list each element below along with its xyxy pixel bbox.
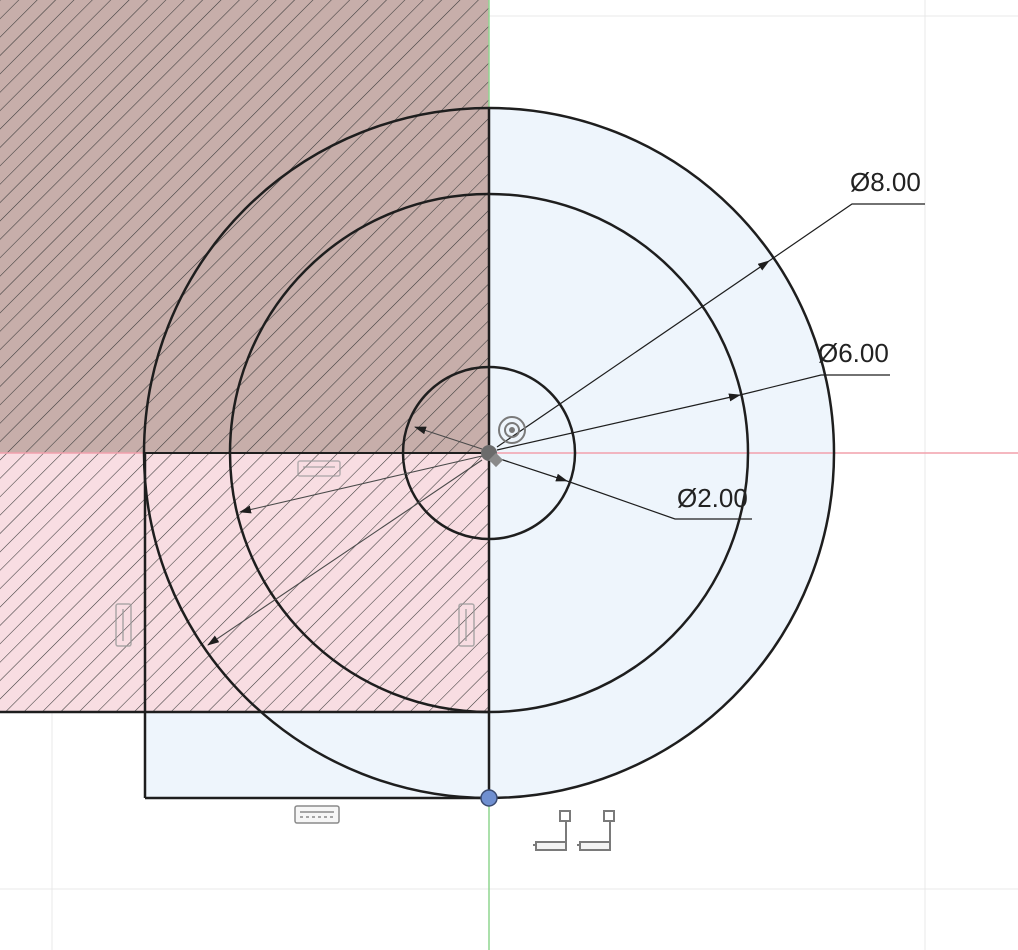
dim-8-leader-mirror xyxy=(207,459,483,646)
dim-6-leader-mirror xyxy=(239,455,483,514)
dim-8-shoulder xyxy=(768,203,925,262)
horizontal-constraint-icon[interactable] xyxy=(294,805,340,824)
fix-constraint-icon[interactable] xyxy=(481,445,504,468)
section-region-lower xyxy=(0,453,489,712)
dim-8-label[interactable]: Ø8.00 xyxy=(850,167,921,197)
horizontal-constraint-icon-faded xyxy=(297,460,341,477)
coincident-constraint-icon[interactable] xyxy=(533,810,615,851)
dim-2-label[interactable]: Ø2.00 xyxy=(677,483,748,513)
dim-6-shoulder xyxy=(739,374,890,396)
vertical-constraint-icon xyxy=(115,603,475,647)
concentric-constraint-icon[interactable] xyxy=(498,416,526,444)
dim-2-shoulder xyxy=(566,480,752,520)
dim-2-leader-mirror xyxy=(414,426,483,450)
dim-2-leader xyxy=(496,457,568,482)
sketch-point[interactable] xyxy=(480,789,498,807)
dim-6-leader xyxy=(496,393,741,451)
dim-8-leader xyxy=(496,260,770,448)
section-region-upper xyxy=(0,0,489,453)
dim-6-label[interactable]: Ø6.00 xyxy=(818,338,889,368)
